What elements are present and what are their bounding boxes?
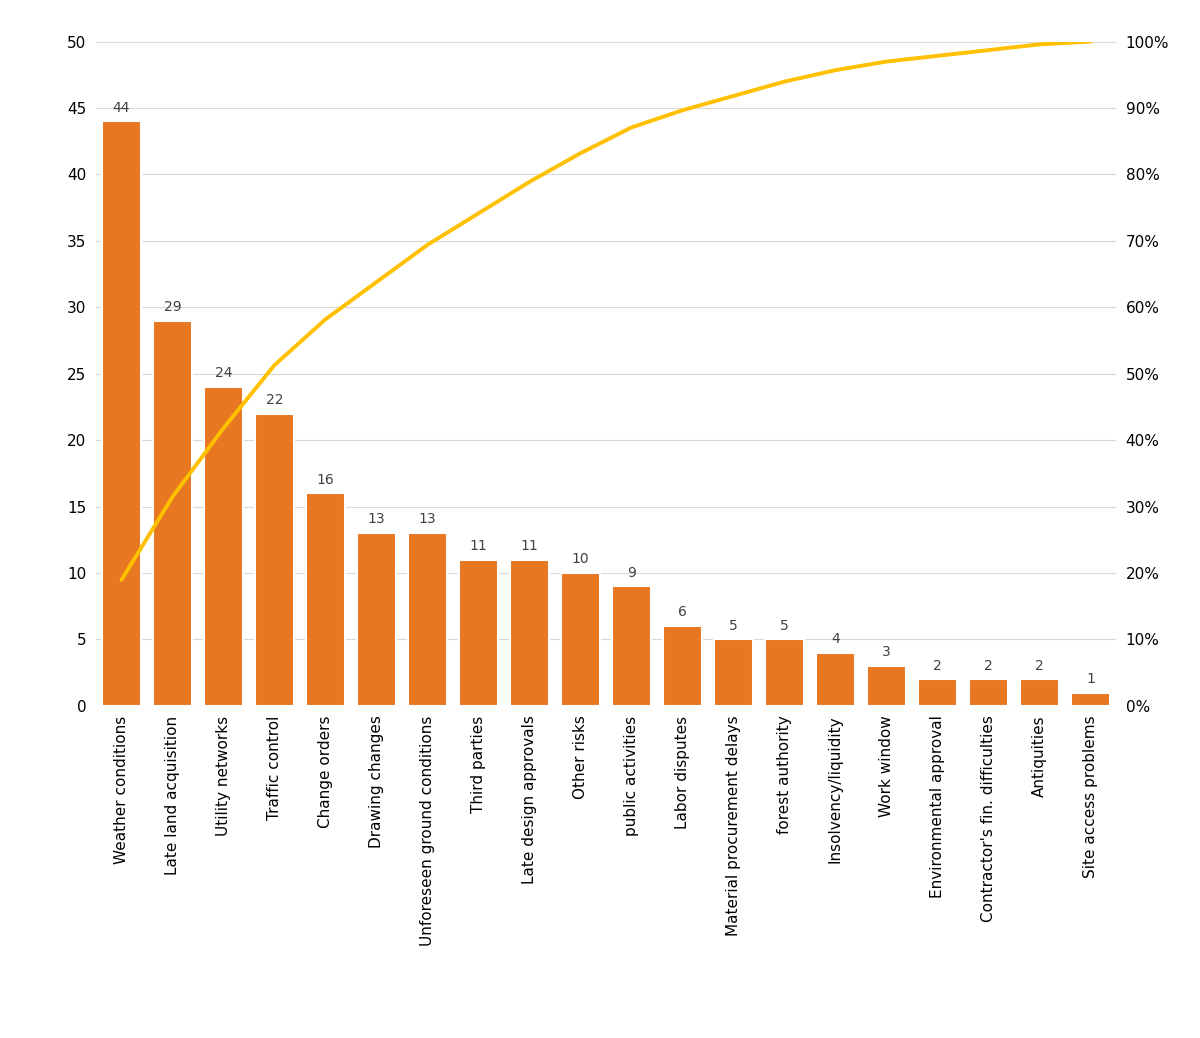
Bar bbox=[560, 573, 600, 706]
Bar bbox=[612, 586, 652, 706]
Bar bbox=[408, 534, 448, 706]
Bar bbox=[102, 121, 142, 706]
Text: 5: 5 bbox=[780, 619, 788, 633]
Text: 4: 4 bbox=[832, 632, 840, 646]
Bar bbox=[714, 639, 754, 706]
Text: 29: 29 bbox=[163, 300, 181, 313]
Text: 5: 5 bbox=[730, 619, 738, 633]
Text: 2: 2 bbox=[934, 659, 942, 673]
Bar bbox=[866, 666, 906, 706]
Bar bbox=[1020, 679, 1060, 706]
Text: 2: 2 bbox=[1036, 659, 1044, 673]
Bar bbox=[152, 321, 192, 706]
Text: 24: 24 bbox=[215, 366, 233, 380]
Text: 22: 22 bbox=[265, 393, 283, 407]
Text: 11: 11 bbox=[469, 539, 487, 553]
Text: 10: 10 bbox=[571, 552, 589, 567]
Text: 2: 2 bbox=[984, 659, 992, 673]
Text: 6: 6 bbox=[678, 605, 686, 620]
Bar bbox=[306, 493, 346, 706]
Text: 9: 9 bbox=[628, 566, 636, 579]
Bar bbox=[764, 639, 804, 706]
Bar bbox=[458, 559, 498, 706]
Text: 3: 3 bbox=[882, 646, 890, 659]
Bar bbox=[816, 653, 856, 706]
Bar bbox=[356, 534, 396, 706]
Text: 16: 16 bbox=[317, 472, 335, 487]
Text: 13: 13 bbox=[367, 513, 385, 526]
Text: 13: 13 bbox=[419, 513, 437, 526]
Text: 11: 11 bbox=[521, 539, 539, 553]
Bar bbox=[662, 626, 702, 706]
Bar bbox=[254, 413, 294, 706]
Bar bbox=[510, 559, 550, 706]
Bar bbox=[204, 387, 244, 706]
Text: 44: 44 bbox=[113, 101, 131, 114]
Text: 1: 1 bbox=[1086, 672, 1094, 686]
Bar bbox=[968, 679, 1008, 706]
Bar bbox=[918, 679, 958, 706]
Bar bbox=[1070, 692, 1110, 706]
